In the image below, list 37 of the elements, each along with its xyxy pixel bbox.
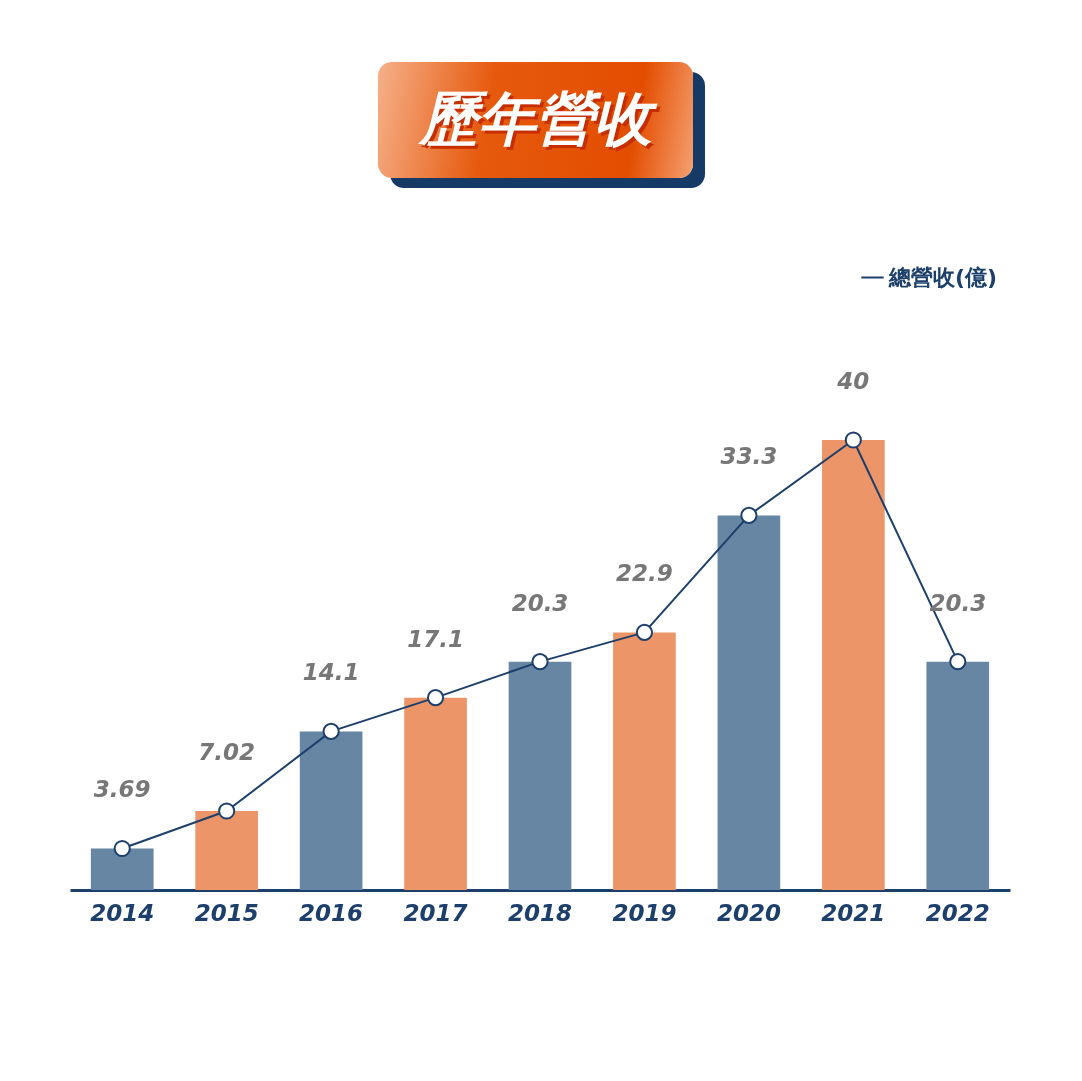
point <box>740 506 758 524</box>
x-tick-label: 2020 <box>716 899 781 926</box>
bar <box>926 661 990 890</box>
bar <box>299 731 363 890</box>
bar <box>195 811 258 890</box>
data-label: 40 <box>836 368 870 394</box>
bar <box>90 848 154 890</box>
x-tick-label: 2014 <box>90 899 155 926</box>
data-label: 20.3 <box>511 589 569 616</box>
point <box>531 653 549 671</box>
data-label: 33.3 <box>720 443 778 470</box>
x-tick-label: 2016 <box>299 899 364 926</box>
point <box>635 623 654 641</box>
x-tick-label: 2017 <box>403 899 468 926</box>
bar <box>508 661 572 890</box>
legend-label: 總營收(億) <box>888 264 998 290</box>
x-tick-label: 2018 <box>507 899 573 926</box>
data-label: 7.02 <box>198 739 256 766</box>
chart-title: 歷年營收 <box>378 62 693 178</box>
data-label: 17.1 <box>407 625 464 652</box>
bar <box>404 697 467 890</box>
point <box>218 802 236 820</box>
bar <box>822 440 885 890</box>
point <box>426 689 445 707</box>
point <box>949 653 967 671</box>
x-tick-label: 2015 <box>194 899 259 926</box>
point <box>113 839 131 858</box>
x-tick-label: 2021 <box>821 899 886 926</box>
data-label: 22.9 <box>616 560 673 587</box>
data-label: 3.69 <box>93 776 151 803</box>
point <box>844 431 862 449</box>
x-tick-label: 2022 <box>925 899 990 926</box>
data-label: 14.1 <box>302 659 360 686</box>
x-tick-label: 2019 <box>612 899 677 926</box>
bar <box>613 632 676 890</box>
bar <box>717 515 781 890</box>
point <box>322 722 340 740</box>
